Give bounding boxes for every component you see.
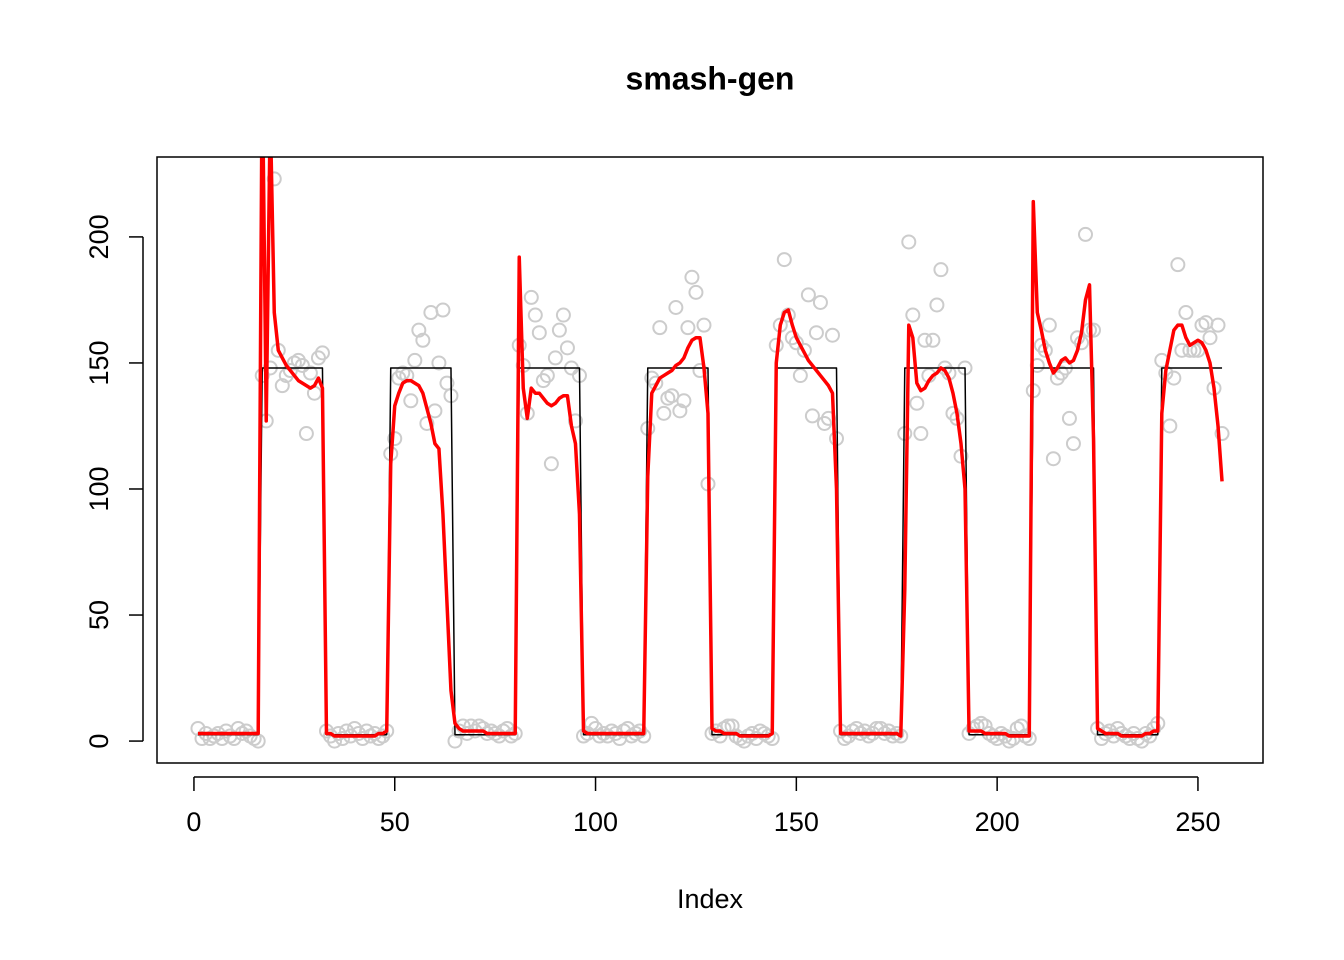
data-point bbox=[539, 368, 555, 384]
data-point bbox=[335, 731, 351, 747]
x-tick-label: 50 bbox=[380, 807, 410, 837]
data-point bbox=[435, 302, 451, 318]
data-point bbox=[527, 307, 543, 323]
data-point bbox=[459, 726, 475, 742]
data-point bbox=[925, 332, 941, 348]
data-point bbox=[929, 297, 945, 313]
plot-area bbox=[190, 157, 1230, 749]
data-point bbox=[812, 294, 828, 310]
y-tick-label: 200 bbox=[84, 214, 114, 259]
plot-frame bbox=[156, 156, 1264, 764]
data-point bbox=[567, 413, 583, 429]
data-point bbox=[1178, 305, 1194, 321]
data-point bbox=[652, 320, 668, 336]
data-point bbox=[676, 393, 692, 409]
data-point bbox=[1061, 410, 1077, 426]
data-point bbox=[905, 307, 921, 323]
y-tick-label: 0 bbox=[84, 734, 114, 749]
data-point bbox=[808, 325, 824, 341]
data-point bbox=[1041, 317, 1057, 333]
data-point bbox=[800, 287, 816, 303]
data-point bbox=[431, 355, 447, 371]
data-point bbox=[302, 365, 318, 381]
x-tick-label: 0 bbox=[186, 807, 201, 837]
data-point bbox=[298, 426, 314, 442]
data-point bbox=[696, 317, 712, 333]
data-point bbox=[913, 426, 929, 442]
data-point bbox=[692, 363, 708, 379]
data-point bbox=[531, 325, 547, 341]
data-point bbox=[917, 332, 933, 348]
data-point bbox=[1210, 317, 1226, 333]
data-point bbox=[796, 342, 812, 358]
data-point bbox=[648, 375, 664, 391]
data-point bbox=[909, 395, 925, 411]
y-tick-label: 150 bbox=[84, 340, 114, 385]
data-point bbox=[407, 352, 423, 368]
data-point bbox=[387, 431, 403, 447]
x-tick-label: 150 bbox=[774, 807, 819, 837]
data-point bbox=[680, 320, 696, 336]
data-point bbox=[824, 327, 840, 343]
data-point bbox=[804, 408, 820, 424]
data-point bbox=[1170, 257, 1186, 273]
x-tick-label: 100 bbox=[573, 807, 618, 837]
data-point bbox=[672, 403, 688, 419]
data-point bbox=[684, 269, 700, 285]
y-tick-label: 100 bbox=[84, 466, 114, 511]
data-point bbox=[656, 405, 672, 421]
data-point bbox=[668, 299, 684, 315]
x-tick-label: 250 bbox=[1175, 807, 1220, 837]
x-tick-label: 200 bbox=[975, 807, 1020, 837]
data-point bbox=[274, 378, 290, 394]
data-point bbox=[1086, 322, 1102, 338]
data-point bbox=[1166, 370, 1182, 386]
data-point bbox=[294, 357, 310, 373]
data-point bbox=[411, 322, 427, 338]
data-point bbox=[1065, 436, 1081, 452]
data-point bbox=[523, 289, 539, 305]
data-point bbox=[901, 234, 917, 250]
data-point bbox=[547, 350, 563, 366]
data-point bbox=[419, 415, 435, 431]
data-point bbox=[551, 322, 567, 338]
data-point bbox=[1214, 426, 1230, 442]
y-tick-label: 50 bbox=[84, 600, 114, 630]
data-point bbox=[1077, 226, 1093, 242]
data-point bbox=[559, 340, 575, 356]
data-point bbox=[933, 262, 949, 278]
line bbox=[197, 157, 1224, 738]
data-point bbox=[314, 345, 330, 361]
data-point bbox=[1202, 330, 1218, 346]
data-point bbox=[688, 284, 704, 300]
x-axis-label: Index bbox=[677, 884, 744, 914]
data-point bbox=[543, 456, 559, 472]
chart-title: smash-gen bbox=[626, 60, 795, 96]
data-point bbox=[1045, 451, 1061, 467]
data-point bbox=[415, 332, 431, 348]
data-point bbox=[776, 252, 792, 268]
data-point bbox=[555, 307, 571, 323]
data-point bbox=[403, 393, 419, 409]
data-point bbox=[792, 368, 808, 384]
